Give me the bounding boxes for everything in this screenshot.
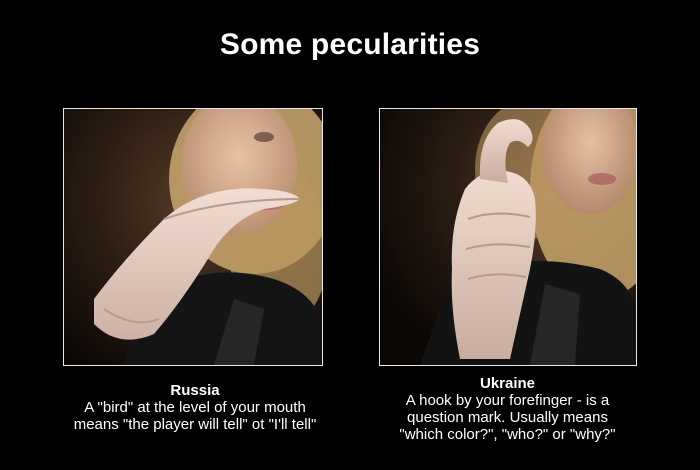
- caption-russia-title: Russia: [170, 382, 220, 399]
- photo-ukraine-hook-gesture: [379, 108, 637, 366]
- caption-ukraine-line-2: question mark. Usually means: [407, 409, 608, 426]
- caption-ukraine-title: Ukraine: [479, 375, 536, 392]
- caption-ukraine-line-3: "which color?", "who?" or "why?": [399, 426, 616, 443]
- caption-ukraine-line-1: A hook by your forefinger - is a: [405, 392, 610, 409]
- caption-russia: Russia A "bird" at the level of your mou…: [40, 382, 350, 433]
- photo-russia-bird-gesture: [63, 108, 323, 366]
- caption-ukraine: Ukraine A hook by your forefinger - is a…: [355, 375, 660, 443]
- caption-russia-line-1: A "bird" at the level of your mouth: [84, 399, 306, 416]
- page-title: Some pecularities: [219, 28, 481, 61]
- caption-russia-line-2: means "the player will tell" ot "I'll te…: [73, 416, 317, 433]
